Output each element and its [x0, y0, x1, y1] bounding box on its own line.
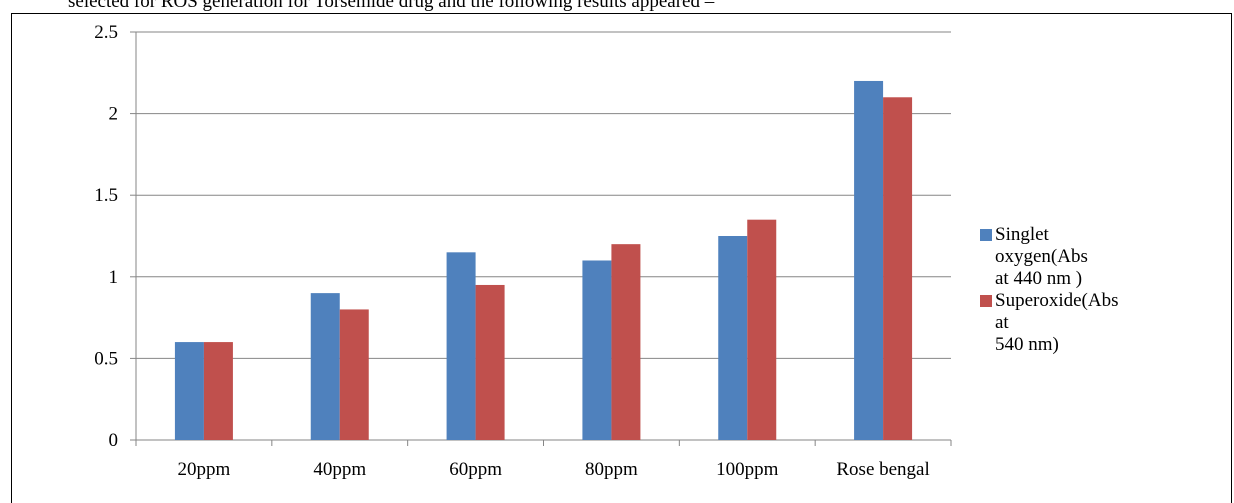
- bar-singlet-oxygen: [446, 252, 476, 440]
- legend-label-line: Superoxide(Abs at: [995, 290, 1119, 333]
- x-tick-label: 60ppm: [449, 459, 502, 480]
- y-tick-label: 1: [109, 267, 119, 288]
- bar-singlet-oxygen: [174, 342, 204, 440]
- bar-superoxide: [747, 219, 777, 440]
- figure-caption: selected for ROS generation for Torsemid…: [68, 0, 715, 12]
- bar-singlet-oxygen: [718, 236, 748, 440]
- y-tick-label: 0: [109, 430, 119, 451]
- bar-superoxide: [883, 97, 913, 440]
- legend-label-superoxide: Superoxide(Abs at 540 nm): [995, 290, 1130, 356]
- y-tick-label: 2: [109, 104, 119, 125]
- y-tick-label: 0.5: [94, 348, 118, 369]
- legend-label-line: 540 nm): [995, 334, 1059, 355]
- chart-frame: [11, 13, 1232, 503]
- bar-superoxide: [475, 284, 505, 440]
- legend-swatch-superoxide: [980, 295, 992, 307]
- bar-singlet-oxygen: [582, 260, 612, 440]
- x-tick-label: 80ppm: [585, 459, 638, 480]
- x-tick-label: 100ppm: [716, 459, 779, 480]
- x-tick-label: 40ppm: [313, 459, 366, 480]
- legend-label-singlet-oxygen: Singlet oxygen(Abs at 440 nm ): [995, 224, 1130, 290]
- bar-superoxide: [611, 244, 641, 440]
- legend-item-singlet-oxygen: Singlet oxygen(Abs at 440 nm ): [980, 224, 1130, 290]
- legend-item-superoxide: Superoxide(Abs at 540 nm): [980, 290, 1130, 356]
- chart-legend: Singlet oxygen(Abs at 440 nm ) Superoxid…: [980, 224, 1130, 356]
- x-tick-label: 20ppm: [178, 459, 231, 480]
- bar-singlet-oxygen: [854, 80, 884, 441]
- bar-superoxide: [339, 309, 369, 440]
- x-tick-label: Rose bengal: [836, 459, 929, 480]
- bar-singlet-oxygen: [310, 293, 340, 440]
- y-tick-label: 1.5: [94, 185, 118, 206]
- legend-label-line: Singlet oxygen(Abs: [995, 224, 1088, 267]
- legend-label-line: at 440 nm ): [995, 268, 1083, 289]
- bar-superoxide: [203, 342, 233, 440]
- y-tick-label: 2.5: [94, 22, 118, 43]
- legend-swatch-singlet-oxygen: [980, 229, 992, 241]
